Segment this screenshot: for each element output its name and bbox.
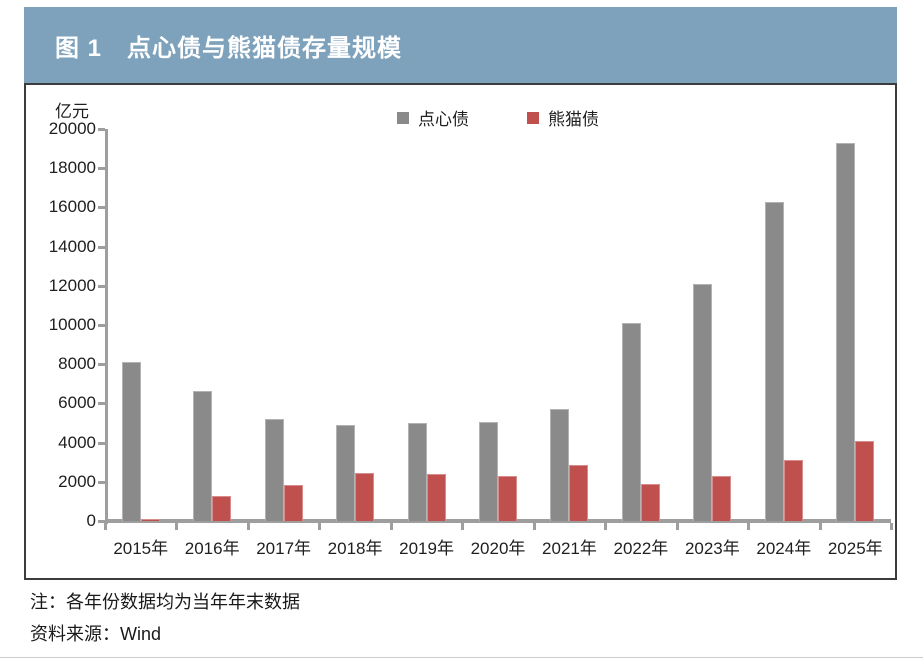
y-tick-label: 6000	[58, 393, 96, 413]
legend-item-panda: 熊猫债	[527, 105, 599, 130]
bar-dianxin-2016年	[193, 391, 213, 521]
x-tick-label: 2024年	[756, 539, 812, 558]
chart-box: 亿元 点心债 熊猫债 0 2000 4000 6000 8000 10000 12000 14…	[24, 83, 897, 580]
legend-label-dianxin: 点心债	[418, 110, 469, 129]
bar-dianxin-2023年	[693, 284, 713, 521]
bar-dianxin-2021年	[550, 409, 570, 521]
y-tick	[98, 441, 105, 445]
bar-panda-2023年	[712, 476, 732, 521]
x-tick	[389, 523, 393, 530]
bar-panda-2022年	[640, 484, 660, 521]
x-tick-label: 2025年	[827, 539, 883, 558]
figure-source: 资料来源：Wind	[30, 623, 162, 644]
x-tick-label: 2016年	[184, 539, 240, 558]
x-tick	[318, 523, 322, 530]
plot-area: 2015年 2016年 2017年 2018年 2019年 2020年 2021年 2022年…	[98, 128, 893, 558]
bar-dianxin-2017年	[264, 419, 284, 521]
x-tick-label: 2018年	[327, 539, 383, 558]
figure-notes: 注：各年份数据均为当年年末数据 资料来源：Wind	[30, 587, 300, 650]
x-tick	[532, 523, 536, 530]
legend-item-dianxin: 点心债	[397, 105, 469, 130]
x-tick-label: 2017年	[256, 539, 312, 558]
y-tick	[98, 245, 105, 249]
x-tick	[604, 523, 608, 530]
x-tick	[461, 523, 465, 530]
bar-panda-2019年	[426, 474, 446, 521]
figure-title-bar: 图 1 点心债与熊猫债存量规模	[24, 7, 897, 83]
x-tick-label: 2022年	[613, 539, 669, 558]
x-tick	[747, 523, 751, 530]
bar-panda-2020年	[498, 476, 517, 521]
x-tick	[246, 523, 250, 530]
bar-panda-2025年	[855, 441, 875, 521]
legend-label-panda: 熊猫债	[548, 110, 599, 129]
y-tick	[98, 128, 105, 131]
bar-dianxin-2020年	[479, 422, 498, 521]
y-tick	[98, 402, 105, 406]
x-tick	[675, 523, 679, 530]
y-tick	[98, 324, 105, 327]
bar-dianxin-2024年	[764, 202, 784, 521]
x-tick-label: 2015年	[113, 539, 169, 558]
y-tick	[98, 284, 105, 288]
bar-dianxin-2025年	[836, 143, 856, 521]
legend: 点心债 熊猫债	[105, 105, 891, 130]
figure-title: 图 1 点心债与熊猫债存量规模	[55, 34, 403, 62]
y-tick	[98, 480, 105, 484]
x-tick-label: 2021年	[542, 539, 597, 558]
y-axis-line	[105, 129, 108, 524]
figure-note: 注：各年份数据均为当年年末数据	[30, 592, 300, 612]
y-tick	[98, 167, 105, 171]
bar-panda-2018年	[355, 473, 375, 521]
y-tick-label: 18000	[48, 158, 96, 178]
bar-panda-2016年	[212, 496, 232, 521]
bar-panda-2017年	[283, 485, 303, 521]
legend-swatch-panda-icon	[527, 111, 539, 124]
y-tick	[98, 206, 105, 210]
y-tick-label: 12000	[48, 275, 96, 295]
x-tick-label: 2023年	[684, 539, 740, 558]
y-tick-label: 14000	[48, 236, 96, 256]
y-tick	[98, 363, 105, 367]
y-tick-label: 20000	[48, 119, 96, 138]
x-tick	[175, 523, 179, 530]
y-axis-unit-label: 亿元	[55, 102, 89, 121]
bar-panda-2024年	[783, 460, 803, 521]
x-tick-label: 2019年	[399, 539, 454, 558]
y-axis-labels: 0 2000 4000 6000 8000 10000 12000 14000 16000 180…	[26, 119, 96, 530]
bar-panda-2021年	[569, 465, 589, 521]
x-tick-label: 2020年	[470, 539, 526, 558]
y-tick-label: 0	[86, 511, 96, 530]
bar-dianxin-2019年	[407, 423, 427, 521]
y-tick-label: 8000	[58, 354, 96, 374]
x-tick	[890, 523, 893, 530]
y-tick-label: 10000	[48, 315, 96, 334]
bottom-divider	[0, 657, 923, 658]
legend-swatch-dianxin-icon	[397, 111, 409, 124]
x-tick	[104, 523, 107, 530]
bar-dianxin-2018年	[336, 425, 356, 521]
x-tick	[818, 523, 822, 530]
y-tick	[98, 520, 105, 523]
y-tick-label: 2000	[58, 471, 96, 491]
bar-panda-2015年	[140, 519, 160, 521]
x-axis-line	[105, 519, 891, 523]
bar-dianxin-2015年	[121, 362, 141, 521]
y-tick-label: 4000	[58, 432, 96, 452]
bar-dianxin-2022年	[621, 323, 641, 521]
y-tick-label: 16000	[48, 197, 96, 217]
